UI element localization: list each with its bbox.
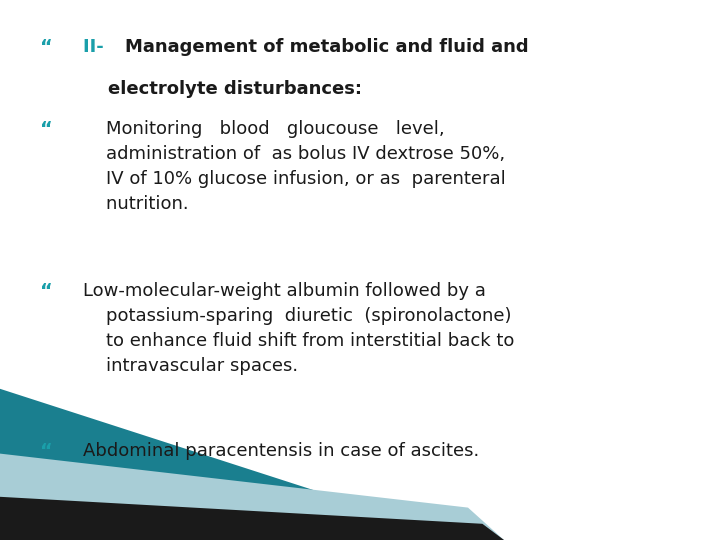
Text: “: “: [40, 38, 53, 57]
Polygon shape: [0, 389, 468, 540]
Text: “: “: [40, 282, 53, 301]
Text: II-: II-: [83, 38, 116, 56]
Text: “: “: [40, 120, 53, 139]
Polygon shape: [0, 497, 504, 540]
Text: Monitoring   blood   gloucouse   level,
    administration of  as bolus IV dextr: Monitoring blood gloucouse level, admini…: [83, 120, 505, 213]
Text: Low-molecular-weight albumin followed by a
    potassium-sparing  diuretic  (spi: Low-molecular-weight albumin followed by…: [83, 282, 514, 375]
Text: “: “: [40, 442, 53, 461]
Text: Abdominal paracentensis in case of ascites.: Abdominal paracentensis in case of ascit…: [83, 442, 479, 460]
Text: electrolyte disturbances:: electrolyte disturbances:: [83, 80, 362, 98]
Text: Management of metabolic and fluid and: Management of metabolic and fluid and: [125, 38, 528, 56]
Polygon shape: [0, 454, 504, 540]
